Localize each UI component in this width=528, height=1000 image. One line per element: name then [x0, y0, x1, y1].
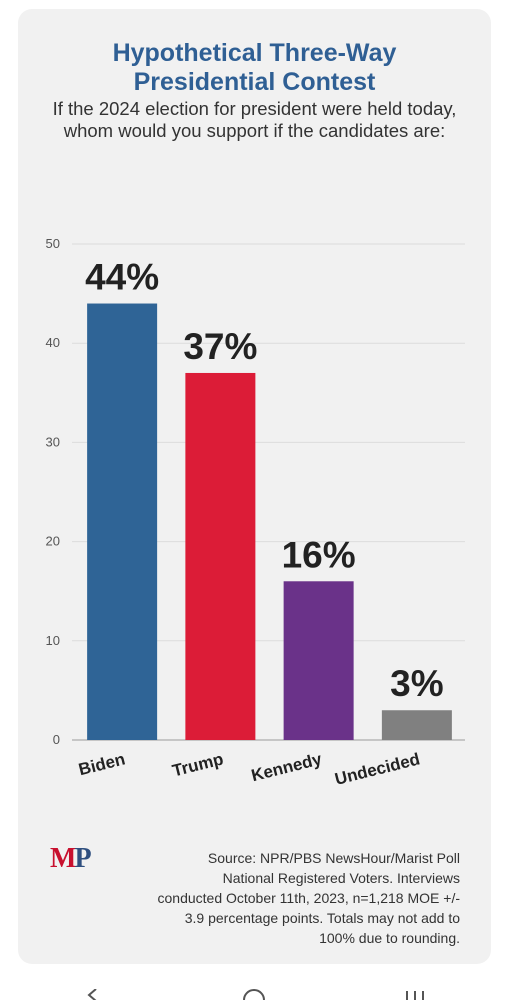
bar-undecided — [381, 710, 452, 740]
data-label: 37% — [183, 326, 257, 367]
chart-title-line-1: Hypothetical Three-Way — [112, 39, 397, 67]
x-tick-label: Undecided — [333, 749, 422, 788]
chart-title-line-2: Presidential Contest — [133, 68, 376, 96]
y-tick-label: 0 — [53, 732, 60, 747]
x-tick-label: Biden — [77, 749, 127, 779]
y-tick-label: 50 — [46, 236, 60, 251]
source-line: 3.9 percentage points. Totals may not ad… — [184, 910, 460, 926]
android-nav-bar — [0, 975, 528, 1000]
data-label: 16% — [282, 534, 356, 575]
y-tick-label: 10 — [46, 633, 60, 648]
y-tick-label: 30 — [46, 434, 60, 449]
marist-poll-logo: MP — [50, 843, 92, 874]
x-tick-label: Trump — [170, 749, 225, 780]
source-line: 100% due to rounding. — [319, 930, 460, 946]
bar-kennedy — [283, 581, 354, 740]
data-label: 3% — [390, 663, 443, 704]
back-icon[interactable] — [86, 989, 100, 1000]
source-note: Source: NPR/PBS NewsHour/Marist Poll Nat… — [140, 848, 461, 948]
chart-card: Hypothetical Three-Way Presidential Cont… — [18, 9, 491, 964]
source-line: conducted October 11th, 2023, n=1,218 MO… — [157, 890, 461, 906]
x-tick-label: Kennedy — [249, 749, 324, 785]
bar-biden — [87, 303, 158, 740]
data-label: 44% — [85, 257, 159, 298]
y-tick-label: 20 — [46, 534, 60, 549]
bar-chart: 0 10 20 30 40 50 44% Biden 37% Trump 16% Kennedy 3% U… — [46, 236, 465, 789]
chart-title: Hypothetical Three-Way Presidential Cont… — [18, 39, 491, 97]
home-icon[interactable] — [243, 989, 265, 1000]
source-line: National Registered Voters. Interviews — [222, 870, 460, 886]
bar-trump — [185, 372, 256, 740]
recents-icon[interactable] — [404, 989, 426, 1000]
y-tick-label: 40 — [46, 335, 60, 350]
chart-subtitle: If the 2024 election for president were … — [52, 98, 457, 141]
source-line: Source: NPR/PBS NewsHour/Marist Poll — [207, 850, 460, 866]
